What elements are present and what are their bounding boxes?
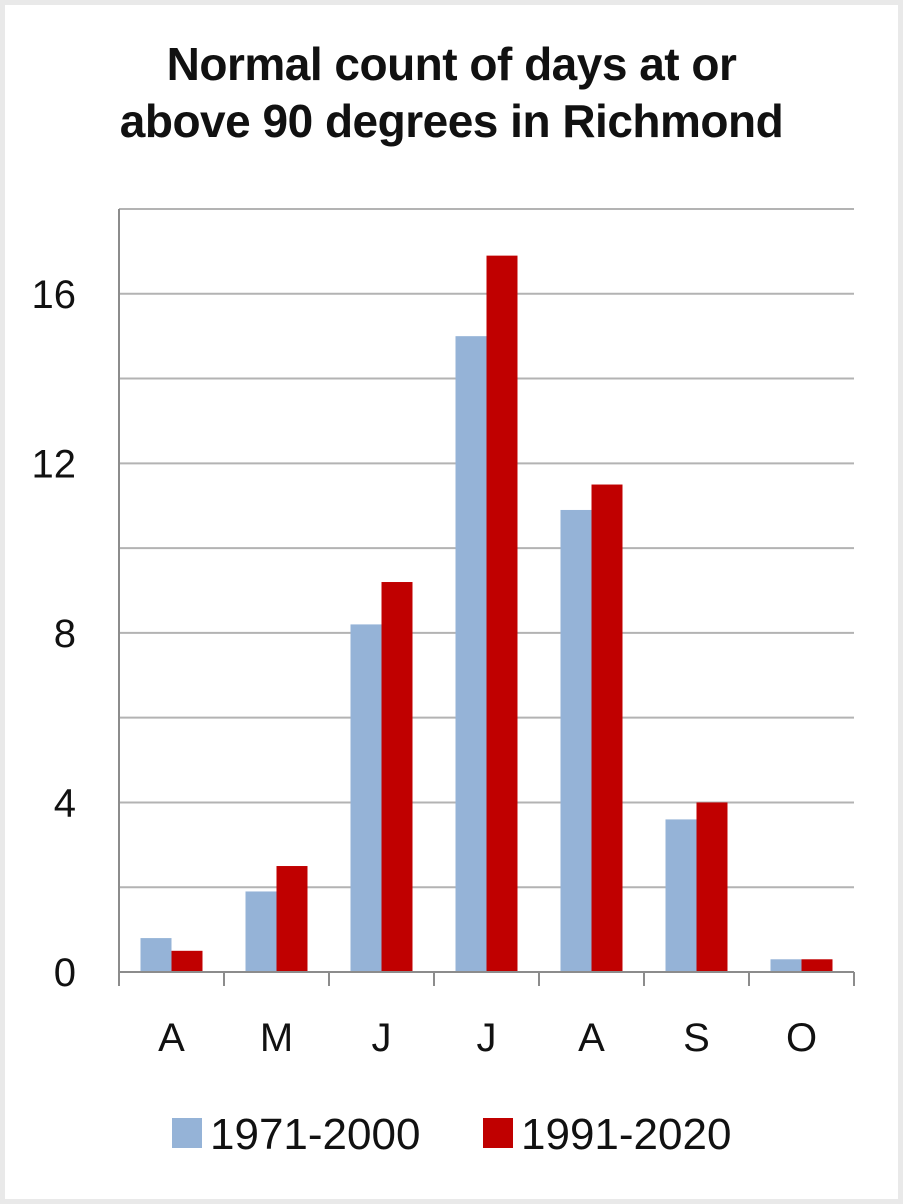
bar-1991-2020-2 [381,582,413,972]
x-tick-label: S [683,1016,710,1060]
bar-1991-2020-3 [486,255,518,972]
x-tick-label: A [578,1016,605,1060]
bar-1991-2020-5 [696,802,728,972]
x-tick-label: A [158,1016,185,1060]
x-tick-label: J [372,1016,392,1060]
legend-swatch [483,1118,513,1148]
legend-label: 1971-2000 [210,1110,420,1159]
bar-1971-2000-2 [350,624,382,972]
x-tick-label: M [260,1016,293,1060]
y-tick-label: 8 [54,612,76,656]
bar-1971-2000-1 [245,891,277,972]
legend: 1971-2000 1991-2020 [172,1110,731,1159]
chart-title-line-2: above 90 degrees in Richmond [119,95,784,147]
bar-1991-2020-6 [801,959,833,972]
axes [118,209,855,986]
x-tick-label: J [477,1016,497,1060]
chart-title-line-1: Normal count of days at or [166,38,737,90]
y-tick-label: 0 [54,951,76,995]
bar-1971-2000-3 [455,336,487,973]
x-tick-label: O [786,1016,817,1060]
bar-1991-2020-4 [591,484,623,972]
bar-1971-2000-5 [665,819,697,972]
chart-title: Normal count of days at or above 90 degr… [0,36,903,150]
legend-label: 1991-2020 [521,1110,731,1159]
y-tick-label: 4 [54,781,76,825]
bar-1971-2000-6 [770,959,802,972]
bar-1971-2000-4 [560,509,592,972]
bar-1971-2000-0 [140,938,172,972]
bars [140,255,833,973]
y-axis-tick-labels: 0 4 8 12 16 [32,273,77,995]
bar-1991-2020-1 [276,866,308,972]
y-tick-label: 16 [32,273,77,317]
chart-card [5,5,898,1199]
y-tick-label: 12 [32,442,77,486]
legend-swatch [172,1118,202,1148]
bar-1991-2020-0 [171,950,203,972]
